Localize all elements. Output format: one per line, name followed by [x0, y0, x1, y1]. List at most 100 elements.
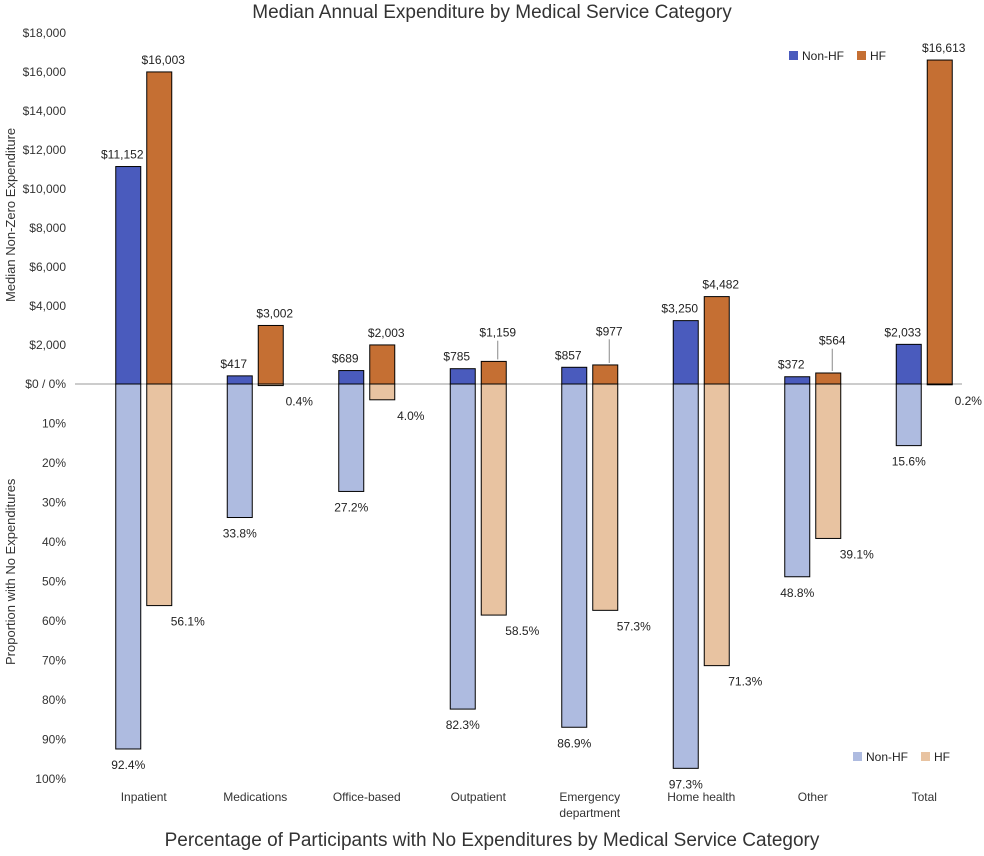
chart-title: Median Annual Expenditure by Medical Ser… — [252, 2, 732, 23]
y-tick-label: $4,000 — [29, 299, 66, 313]
expenditure-legend-swatch — [789, 51, 798, 60]
expenditure-bar-hf — [146, 71, 173, 385]
x-tick-label: Total — [912, 790, 937, 804]
x-tick-label: Emergency — [559, 790, 620, 804]
expenditure-legend-label: Non-HF — [802, 49, 844, 63]
expenditure-data-label: $16,003 — [142, 53, 186, 67]
x-tick-label: Office-based — [333, 790, 401, 804]
no-expenditure-data-label: 82.3% — [446, 718, 480, 732]
expenditure-bar-non-hf — [115, 166, 142, 385]
expenditure-bar-hf — [480, 360, 507, 385]
expenditure-data-label: $977 — [596, 324, 623, 338]
no-expenditure-legend-label: HF — [934, 750, 950, 764]
bottom-chart-title: Percentage of Participants with No Expen… — [164, 830, 820, 851]
y-tick-label: $14,000 — [23, 104, 67, 118]
expenditure-data-label: $857 — [555, 348, 582, 362]
expenditure-data-label: $3,002 — [256, 306, 293, 320]
no-expenditure-data-label: 39.1% — [840, 547, 874, 561]
y-tick-label: $0 / 0% — [25, 377, 66, 391]
no-expenditure-bar-non-hf — [895, 383, 922, 447]
x-tick-label: Other — [798, 790, 828, 804]
expenditure-bar-non-hf — [784, 376, 811, 385]
no-expenditure-bar-non-hf — [338, 383, 365, 492]
no-expenditure-bar-non-hf — [449, 383, 476, 710]
expenditure-bar-non-hf — [449, 368, 476, 385]
no-expenditure-bar-non-hf — [115, 383, 142, 750]
no-expenditure-bar-hf — [257, 383, 284, 387]
expenditure-bar-hf — [257, 324, 284, 385]
x-tick-label: Inpatient — [121, 790, 168, 804]
no-expenditure-bar-non-hf — [226, 383, 253, 519]
expenditure-bar-hf — [703, 296, 730, 385]
no-expenditure-bar-hf — [926, 383, 953, 386]
no-expenditure-bar-hf — [480, 383, 507, 616]
no-expenditure-bar-hf — [146, 383, 173, 607]
no-expenditure-legend-swatch — [921, 752, 930, 761]
no-expenditure-data-label: 58.5% — [505, 624, 539, 638]
expenditure-bar-hf — [592, 364, 619, 385]
y-tick-label: 50% — [42, 575, 66, 589]
expenditure-bar-hf — [369, 344, 396, 385]
expenditure-legend-label: HF — [870, 49, 886, 63]
y-tick-label: 70% — [42, 654, 66, 668]
expenditure-data-label: $417 — [220, 357, 247, 371]
no-expenditure-data-label: 48.8% — [780, 586, 814, 600]
no-expenditure-data-label: 33.8% — [223, 527, 257, 541]
y-tick-label: 60% — [42, 614, 66, 628]
x-tick-label: Outpatient — [451, 790, 507, 804]
y-tick-label: $18,000 — [23, 26, 67, 40]
y-tick-label: 100% — [35, 772, 66, 786]
no-expenditure-data-label: 15.6% — [892, 455, 926, 469]
x-tick-label: Medications — [223, 790, 287, 804]
expenditure-data-label: $4,482 — [702, 278, 739, 292]
no-expenditure-data-label: 86.9% — [557, 736, 591, 750]
no-expenditure-bar-non-hf — [561, 383, 588, 728]
expenditure-data-label: $689 — [332, 352, 359, 366]
expenditure-bar-non-hf — [895, 343, 922, 385]
expenditure-data-label: $2,033 — [884, 325, 921, 339]
no-expenditure-data-label: 97.3% — [669, 777, 703, 791]
no-expenditure-data-label: 71.3% — [728, 675, 762, 689]
y-tick-label: 80% — [42, 693, 66, 707]
y-tick-label: $8,000 — [29, 221, 66, 235]
expenditure-bar-non-hf — [561, 366, 588, 385]
x-tick-label: department — [559, 806, 620, 820]
expenditure-data-label: $2,003 — [368, 326, 405, 340]
y-tick-label: $6,000 — [29, 260, 66, 274]
expenditure-data-label: $3,250 — [661, 302, 698, 316]
y-tick-label: 20% — [42, 456, 66, 470]
expenditure-legend-swatch — [857, 51, 866, 60]
y-tick-label: 40% — [42, 535, 66, 549]
no-expenditure-bar-hf — [369, 383, 396, 401]
no-expenditure-bar-non-hf — [672, 383, 699, 769]
no-expenditure-data-label: 57.3% — [617, 619, 651, 633]
expenditure-data-label: $16,613 — [922, 41, 966, 55]
expenditure-bar-non-hf — [338, 370, 365, 385]
y-tick-label: $10,000 — [23, 182, 67, 196]
x-tick-label: Home health — [667, 790, 735, 804]
no-expenditure-data-label: 92.4% — [111, 758, 145, 772]
y-tick-label: $16,000 — [23, 65, 67, 79]
y-tick-label: 90% — [42, 733, 66, 747]
expenditure-bar-hf — [926, 59, 953, 385]
expenditure-data-label: $1,159 — [479, 326, 516, 340]
y-tick-label: $2,000 — [29, 338, 66, 352]
no-expenditure-bar-non-hf — [784, 383, 811, 578]
no-expenditure-data-label: 0.4% — [286, 395, 314, 409]
no-expenditure-data-label: 0.2% — [955, 394, 983, 408]
no-expenditure-data-label: 27.2% — [334, 500, 368, 514]
expenditure-bar-non-hf — [226, 375, 253, 385]
no-expenditure-bar-hf — [703, 383, 730, 667]
expenditure-data-label: $372 — [778, 358, 805, 372]
expenditure-bar-hf — [815, 372, 842, 385]
y-tick-label: 10% — [42, 417, 66, 431]
expenditure-data-label: $11,152 — [101, 148, 144, 162]
no-expenditure-data-label: 56.1% — [171, 615, 205, 629]
no-expenditure-bar-hf — [815, 383, 842, 539]
expenditure-data-label: $785 — [443, 350, 470, 364]
y-tick-label: $12,000 — [23, 143, 67, 157]
no-expenditure-legend-swatch — [853, 752, 862, 761]
no-expenditure-legend-label: Non-HF — [866, 750, 908, 764]
expenditure-data-label: $564 — [819, 334, 846, 348]
